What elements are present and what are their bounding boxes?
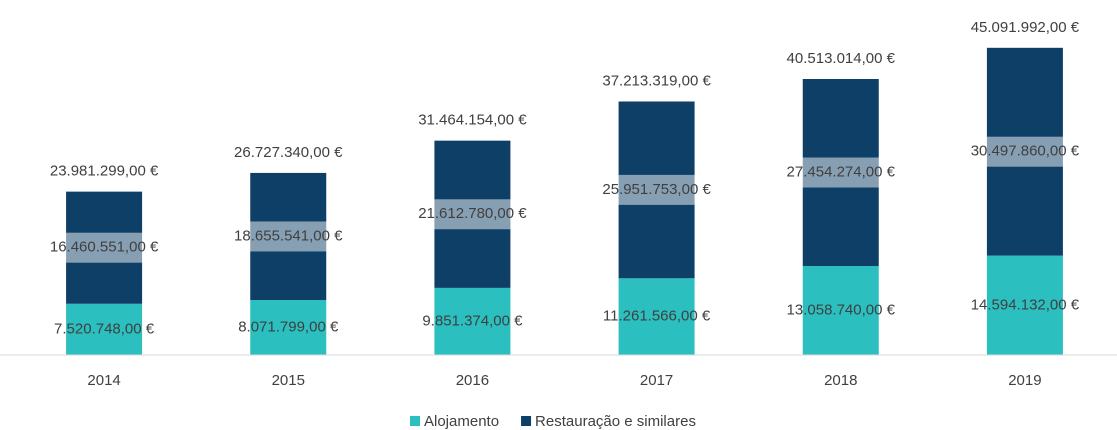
x-tick-label: 2017: [640, 372, 673, 389]
data-label-group: 9.851.374,00 €: [422, 312, 523, 329]
data-label: 11.261.566,00 €: [603, 308, 711, 325]
data-label: 13.058.740,00 €: [787, 301, 896, 318]
data-label: 14.594.132,00 €: [971, 296, 1080, 313]
data-label-background: [45, 232, 163, 263]
data-label-background: [782, 157, 900, 188]
bar-segment: [618, 278, 695, 355]
data-label: 30.497.860,00 €: [971, 143, 1080, 160]
data-label: 21.612.780,00 €: [418, 205, 527, 222]
x-tick-label: 2019: [1008, 372, 1041, 389]
data-label-group: 21.612.780,00 €: [414, 199, 532, 230]
data-label-group: 11.261.566,00 €: [603, 308, 711, 325]
data-label-background: [598, 174, 716, 205]
total-label: 31.464.154,00 €: [418, 112, 527, 129]
data-label-background: [966, 136, 1084, 167]
total-label: 45.091.992,00 €: [971, 19, 1080, 36]
data-label-group: 18.655.541,00 €: [230, 221, 348, 252]
data-label-group: 27.454.274,00 €: [782, 157, 900, 188]
data-label-group: 13.058.740,00 €: [787, 301, 896, 318]
bar-segment: [986, 255, 1063, 355]
data-label-group: 30.497.860,00 €: [966, 136, 1084, 167]
data-label: 25.951.753,00 €: [602, 181, 711, 198]
data-label: 9.851.374,00 €: [422, 312, 523, 329]
x-tick-label: 2015: [272, 372, 305, 389]
legend-swatch: [410, 416, 420, 426]
bar-segment: [66, 303, 143, 355]
data-label-group: 8.071.799,00 €: [238, 318, 339, 335]
data-label-group: 16.460.551,00 €: [45, 232, 163, 263]
data-label-background: [230, 221, 348, 252]
bar-segment: [434, 287, 511, 355]
data-label: 16.460.551,00 €: [50, 239, 159, 256]
total-label: 40.513.014,00 €: [787, 50, 896, 67]
total-label: 23.981.299,00 €: [50, 163, 159, 180]
legend-label: Restauração e similares: [535, 413, 696, 430]
x-tick-label: 2014: [87, 372, 120, 389]
legend-label: Alojamento: [424, 413, 499, 430]
legend-swatch: [521, 416, 532, 426]
data-label-group: 25.951.753,00 €: [598, 174, 716, 205]
x-tick-label: 2018: [824, 372, 857, 389]
bar-segment: [250, 300, 327, 355]
data-label-group: 14.594.132,00 €: [971, 296, 1080, 313]
data-label: 18.655.541,00 €: [234, 227, 343, 244]
data-label: 27.454.274,00 €: [787, 163, 896, 180]
x-tick-label: 2016: [456, 372, 489, 389]
bar-segment: [802, 266, 879, 355]
total-label: 26.727.340,00 €: [234, 144, 343, 161]
data-label-group: 7.520.748,00 €: [54, 320, 155, 337]
data-label-background: [414, 199, 532, 230]
total-label: 37.213.319,00 €: [602, 72, 711, 89]
data-label: 7.520.748,00 €: [54, 320, 155, 337]
data-label: 8.071.799,00 €: [238, 318, 339, 335]
